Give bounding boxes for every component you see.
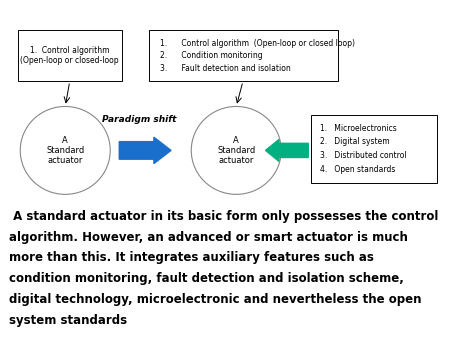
Text: algorithm. However, an advanced or smart actuator is much: algorithm. However, an advanced or smart… [9, 231, 408, 243]
Text: 1.  Control algorithm
(Open-loop or closed-loop: 1. Control algorithm (Open-loop or close… [20, 46, 119, 66]
Text: digital technology, microelectronic and nevertheless the open: digital technology, microelectronic and … [9, 293, 422, 306]
FancyArrow shape [266, 139, 308, 161]
FancyBboxPatch shape [18, 30, 122, 81]
FancyArrow shape [119, 137, 171, 164]
Text: Paradigm shift: Paradigm shift [102, 116, 177, 124]
Text: 1.   Microelectronics: 1. Microelectronics [320, 124, 396, 133]
Text: A
Standard
actuator: A Standard actuator [217, 136, 256, 165]
Text: system standards: system standards [9, 314, 127, 327]
Text: condition monitoring, fault detection and isolation scheme,: condition monitoring, fault detection an… [9, 272, 404, 285]
Text: 1.      Control algorithm  (Open-loop or closed loop): 1. Control algorithm (Open-loop or close… [160, 39, 355, 48]
FancyBboxPatch shape [310, 115, 436, 183]
Text: 2.      Condition monitoring: 2. Condition monitoring [160, 51, 262, 60]
Ellipse shape [20, 106, 110, 194]
Text: A
Standard
actuator: A Standard actuator [46, 136, 85, 165]
Text: 4.   Open standards: 4. Open standards [320, 165, 395, 173]
Text: 3.      Fault detection and isolation: 3. Fault detection and isolation [160, 64, 291, 73]
Text: A standard actuator in its basic form only possesses the control: A standard actuator in its basic form on… [9, 210, 438, 222]
Text: more than this. It integrates auxiliary features such as: more than this. It integrates auxiliary … [9, 251, 374, 264]
Ellipse shape [191, 106, 281, 194]
Text: 3.   Distributed control: 3. Distributed control [320, 151, 406, 160]
FancyBboxPatch shape [148, 30, 338, 81]
Text: 2.   Digital system: 2. Digital system [320, 138, 389, 146]
